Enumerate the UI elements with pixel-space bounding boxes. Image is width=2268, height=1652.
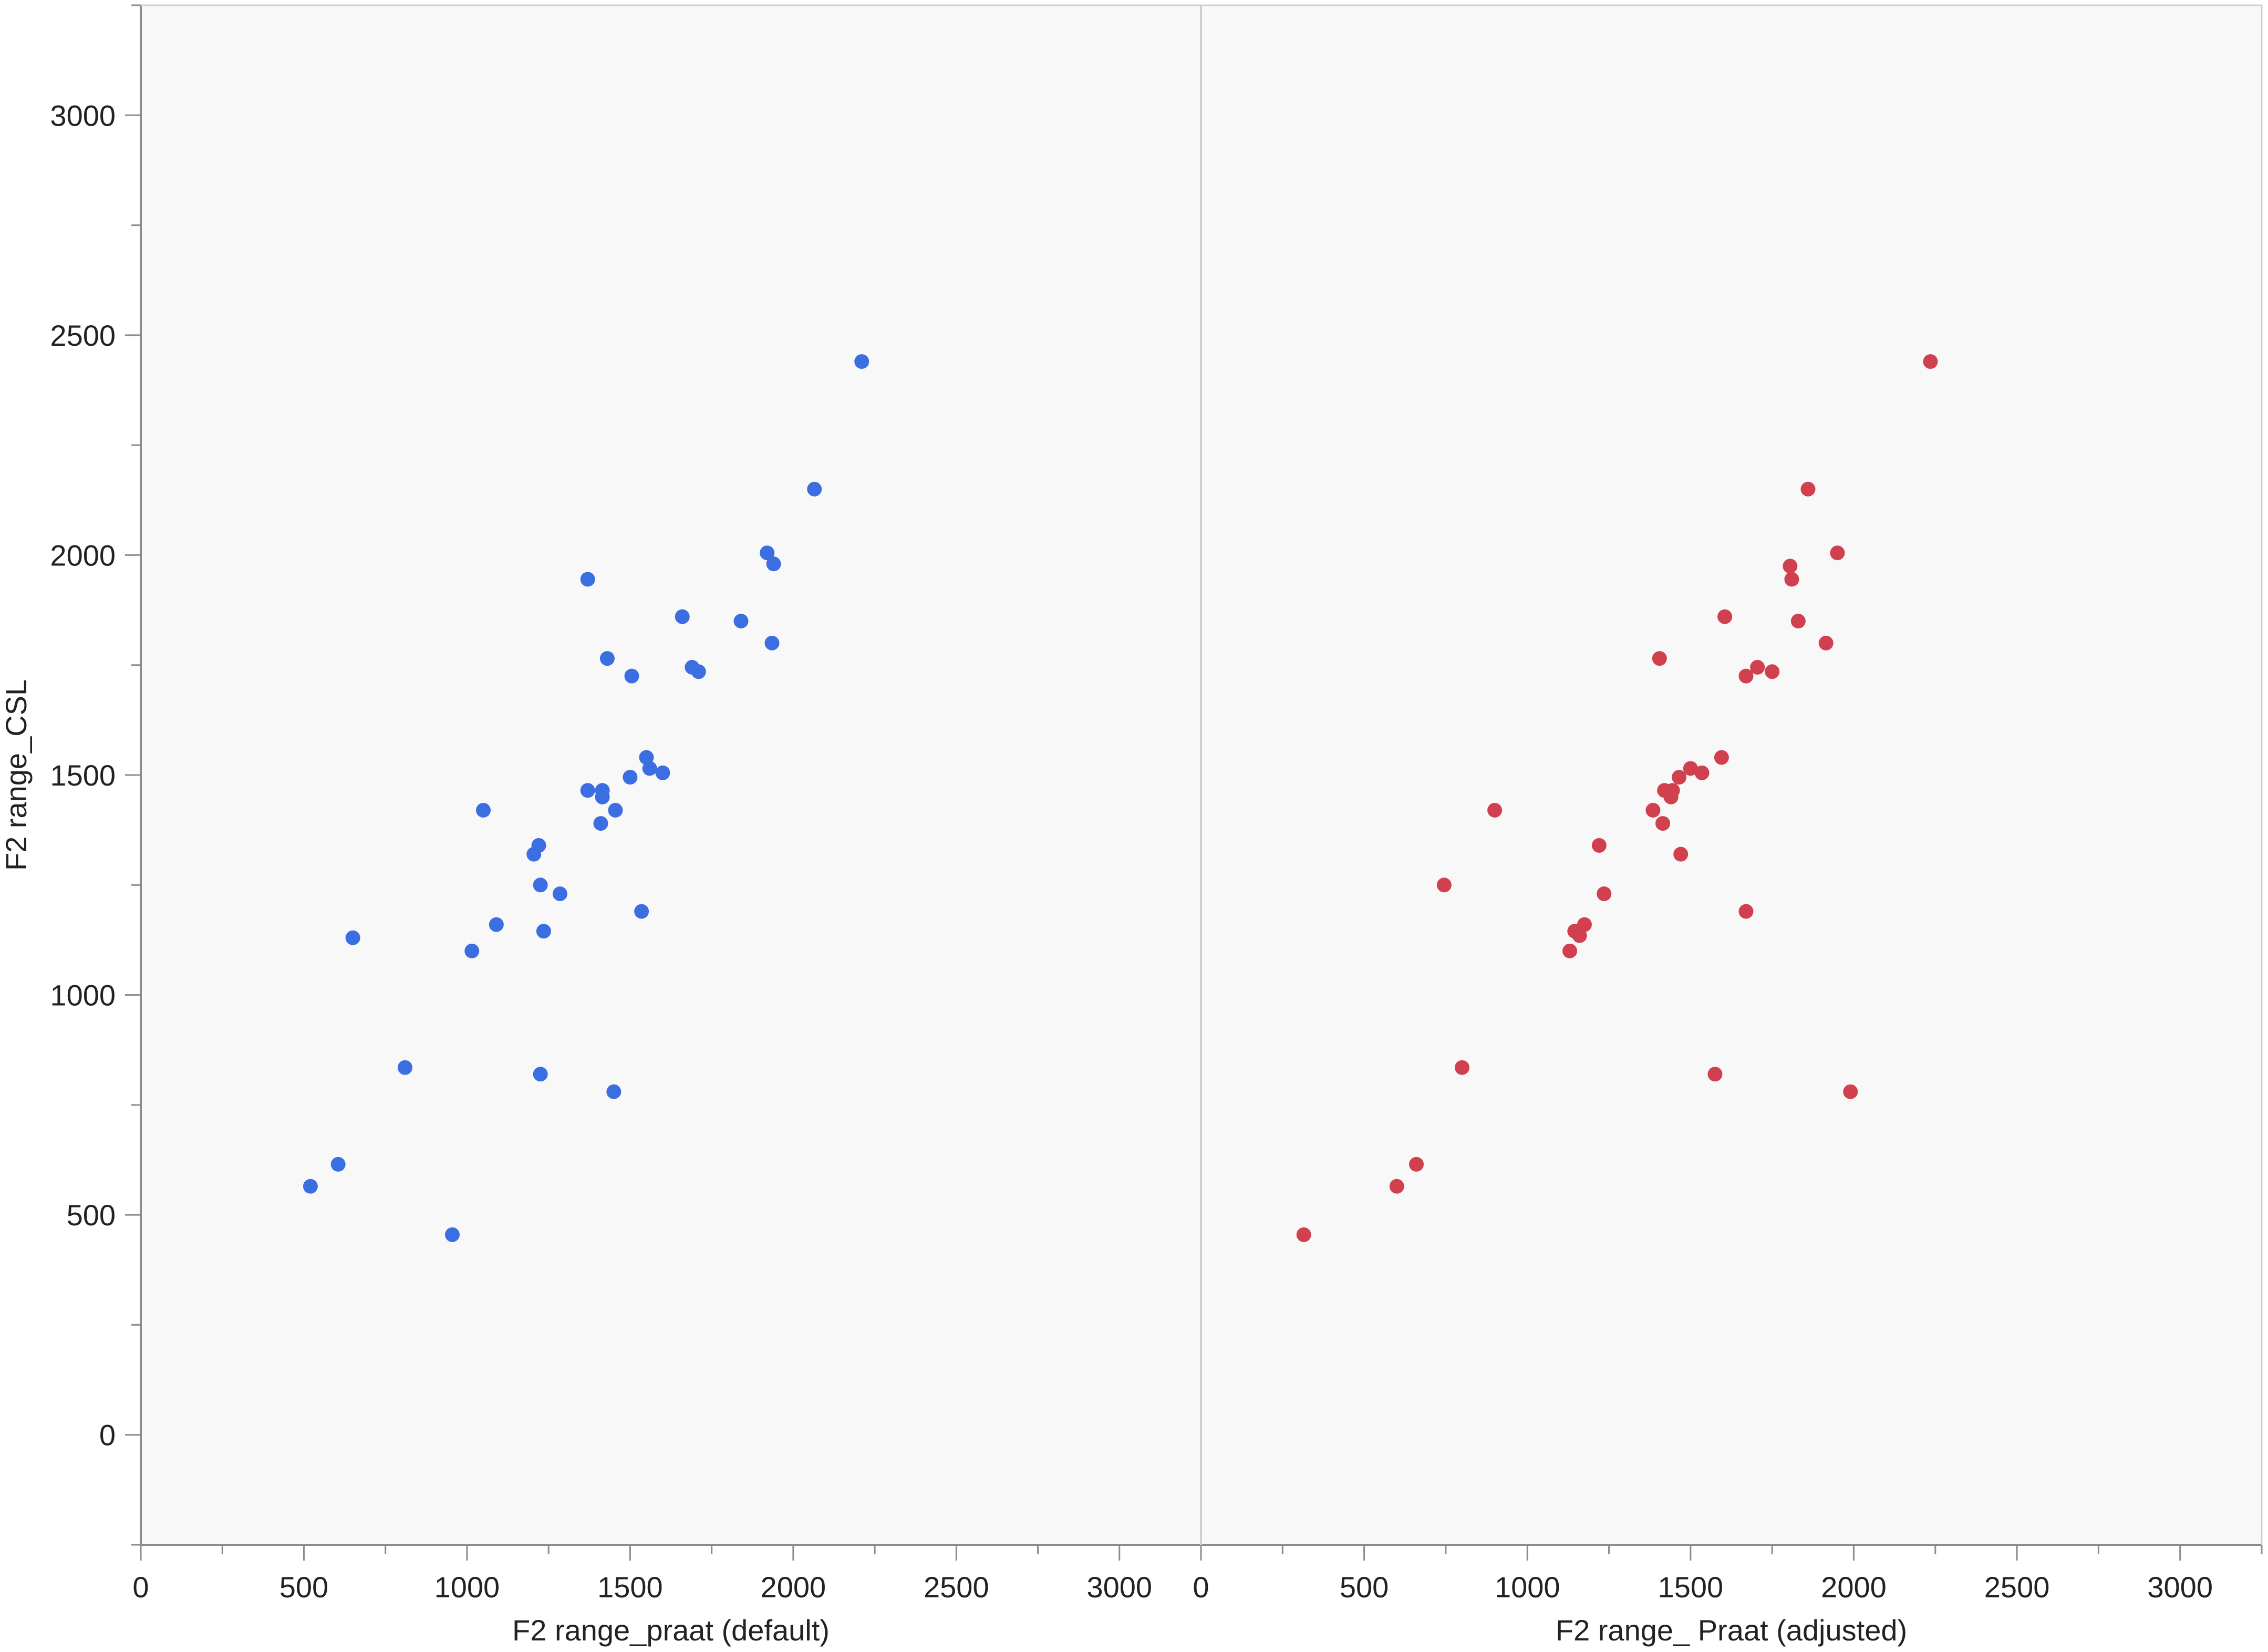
y-tick-label: 1500 bbox=[50, 759, 116, 792]
data-point bbox=[655, 765, 670, 780]
data-point bbox=[1714, 750, 1729, 765]
data-point bbox=[1487, 802, 1503, 818]
data-point bbox=[1454, 1060, 1469, 1075]
data-point bbox=[1818, 635, 1834, 651]
data-point bbox=[593, 816, 608, 831]
data-point bbox=[675, 609, 690, 624]
data-point bbox=[1750, 659, 1765, 675]
data-point bbox=[691, 664, 706, 679]
x-tick-label: 1500 bbox=[597, 1571, 663, 1604]
data-point bbox=[580, 572, 595, 587]
y-tick-label: 1000 bbox=[50, 979, 116, 1012]
data-point bbox=[1436, 877, 1452, 893]
x-tick-label: 2000 bbox=[1821, 1571, 1887, 1604]
x-tick-label: 0 bbox=[1193, 1571, 1209, 1604]
data-point bbox=[1663, 789, 1679, 804]
data-point bbox=[1738, 904, 1754, 919]
y-tick-label: 500 bbox=[67, 1199, 116, 1232]
data-point bbox=[580, 783, 595, 798]
data-point bbox=[1652, 651, 1667, 666]
data-point bbox=[475, 802, 491, 818]
data-point bbox=[1645, 802, 1661, 818]
data-point bbox=[807, 481, 822, 497]
data-point bbox=[303, 1179, 318, 1194]
data-point bbox=[634, 904, 649, 919]
x-tick-label: 3000 bbox=[2147, 1571, 2213, 1604]
data-point bbox=[552, 886, 567, 902]
data-point bbox=[606, 1084, 622, 1099]
data-point bbox=[1389, 1179, 1404, 1194]
x-tick-label: 3000 bbox=[1086, 1571, 1152, 1604]
data-point bbox=[1765, 664, 1780, 679]
data-point bbox=[1591, 838, 1607, 853]
data-point bbox=[1783, 559, 1798, 574]
data-point bbox=[1790, 614, 1806, 628]
data-point bbox=[1673, 846, 1689, 862]
data-point bbox=[1655, 816, 1671, 831]
data-point bbox=[464, 943, 480, 958]
data-point bbox=[1717, 609, 1733, 624]
data-point bbox=[533, 1067, 548, 1082]
data-point bbox=[1784, 572, 1799, 587]
y-tick-label: 2000 bbox=[50, 539, 116, 572]
data-point bbox=[1923, 354, 1938, 369]
y-axis-title: F2 range_CSL bbox=[0, 679, 33, 871]
x-tick-label: 2000 bbox=[761, 1571, 826, 1604]
data-point bbox=[1830, 545, 1845, 561]
data-point bbox=[345, 930, 360, 945]
data-point bbox=[733, 614, 749, 628]
y-tick-label: 0 bbox=[99, 1419, 116, 1452]
data-point bbox=[1738, 668, 1754, 684]
data-point bbox=[642, 761, 657, 776]
data-point bbox=[595, 789, 610, 804]
data-point bbox=[760, 545, 775, 561]
data-point bbox=[1296, 1227, 1311, 1242]
data-point bbox=[766, 556, 781, 572]
data-point bbox=[854, 354, 869, 369]
x-tick-label: 1500 bbox=[1658, 1571, 1724, 1604]
x-tick-label: 500 bbox=[1340, 1571, 1389, 1604]
x-axis-title-default: F2 range_praat (default) bbox=[512, 1614, 830, 1647]
data-point bbox=[536, 924, 551, 939]
y-tick-label: 3000 bbox=[50, 99, 116, 132]
data-point bbox=[608, 802, 623, 818]
data-point bbox=[1597, 886, 1612, 902]
data-point bbox=[764, 635, 780, 651]
data-point bbox=[1409, 1157, 1424, 1172]
data-point bbox=[624, 668, 639, 684]
data-point bbox=[1800, 481, 1816, 497]
x-tick-label: 500 bbox=[279, 1571, 328, 1604]
data-point bbox=[1672, 770, 1687, 785]
data-point bbox=[526, 846, 542, 862]
x-tick-label: 2500 bbox=[1984, 1571, 2050, 1604]
data-point bbox=[1683, 761, 1698, 776]
data-point bbox=[397, 1060, 412, 1075]
x-tick-label: 1000 bbox=[434, 1571, 500, 1604]
x-tick-label: 2500 bbox=[924, 1571, 989, 1604]
data-point bbox=[599, 651, 615, 666]
data-point bbox=[1843, 1084, 1858, 1099]
data-point bbox=[623, 770, 638, 785]
data-point bbox=[533, 877, 548, 893]
x-tick-label: 0 bbox=[132, 1571, 149, 1604]
x-tick-label: 1000 bbox=[1495, 1571, 1560, 1604]
data-point bbox=[1572, 928, 1587, 943]
data-point bbox=[1707, 1067, 1723, 1082]
data-point bbox=[1562, 943, 1577, 958]
data-point bbox=[489, 917, 504, 932]
data-point bbox=[1694, 765, 1710, 780]
y-tick-label: 2500 bbox=[50, 319, 116, 352]
data-point bbox=[330, 1157, 346, 1172]
data-point bbox=[444, 1227, 460, 1242]
x-axis-title-adjusted: F2 range_ Praat (adjusted) bbox=[1556, 1614, 1907, 1647]
